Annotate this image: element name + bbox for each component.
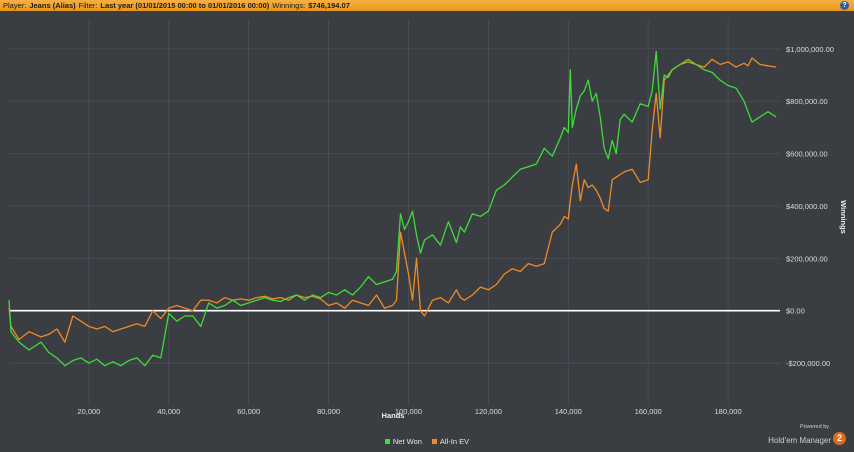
chart-legend: Net Won All-In EV [0, 437, 854, 446]
all-in-ev-swatch [431, 439, 437, 444]
legend-all-in-ev[interactable]: All-In EV [431, 437, 470, 446]
x-tick-label: 60,000 [237, 407, 260, 416]
winnings-graph: 20,000 40,000 60,000 80,000 100,000 120,000 14… [8, 20, 848, 420]
x-tick-label: 20,000 [77, 407, 100, 416]
help-icon[interactable]: ? [840, 1, 849, 10]
y-tick-label: $200,000.00 [786, 254, 828, 263]
y-axis-ticks: -$200,000.00 $0.00 $200,000.00 $400,000.00 $… [786, 45, 834, 368]
x-axis-title: Hands [382, 411, 405, 420]
x-tick-label: 140,000 [555, 407, 582, 416]
x-axis-ticks: 20,000 40,000 60,000 80,000 100,000 120,000 14… [77, 407, 741, 416]
x-tick-label: 40,000 [157, 407, 180, 416]
filter-header-bar: Player: Jeans (Alias) Filter: Last year … [0, 0, 854, 11]
product-name: Hold'em Manager [768, 436, 831, 445]
hm2-logo-icon: 2 [833, 432, 846, 446]
y-tick-label: $0.00 [786, 307, 805, 316]
holdem-manager-branding: Powered by Hold'em Manager 2 [768, 424, 846, 448]
x-tick-label: 180,000 [715, 407, 742, 416]
net-won-swatch [384, 439, 390, 444]
x-tick-label: 120,000 [475, 407, 502, 416]
y-tick-label: $1,000,000.00 [786, 45, 834, 54]
legend-all-in-ev-label: All-In EV [439, 437, 470, 446]
legend-net-won-label: Net Won [392, 437, 422, 446]
plot-area [9, 20, 780, 405]
powered-by-text: Powered by [799, 424, 829, 430]
x-tick-label: 160,000 [635, 407, 662, 416]
filter-value: Last year (01/01/2015 00:00 to 01/01/201… [100, 1, 270, 10]
player-label: Player: [3, 1, 27, 10]
y-tick-label: $800,000.00 [786, 97, 828, 106]
winnings-value: $746,194.07 [308, 1, 350, 10]
winnings-label: Winnings: [272, 1, 306, 10]
x-tick-label: 100,000 [395, 407, 422, 416]
player-value: Jeans (Alias) [29, 1, 76, 10]
x-tick-label: 80,000 [317, 407, 340, 416]
y-tick-label: $400,000.00 [786, 202, 828, 211]
filter-label: Filter: [78, 1, 98, 10]
legend-net-won[interactable]: Net Won [384, 437, 422, 446]
y-axis-title: Winnings [839, 200, 848, 234]
y-tick-label: -$200,000.00 [786, 359, 830, 368]
series-lines [8, 50, 777, 367]
net-won-line [8, 50, 777, 367]
y-tick-label: $600,000.00 [786, 150, 828, 159]
all-in-ev-line [8, 57, 777, 343]
